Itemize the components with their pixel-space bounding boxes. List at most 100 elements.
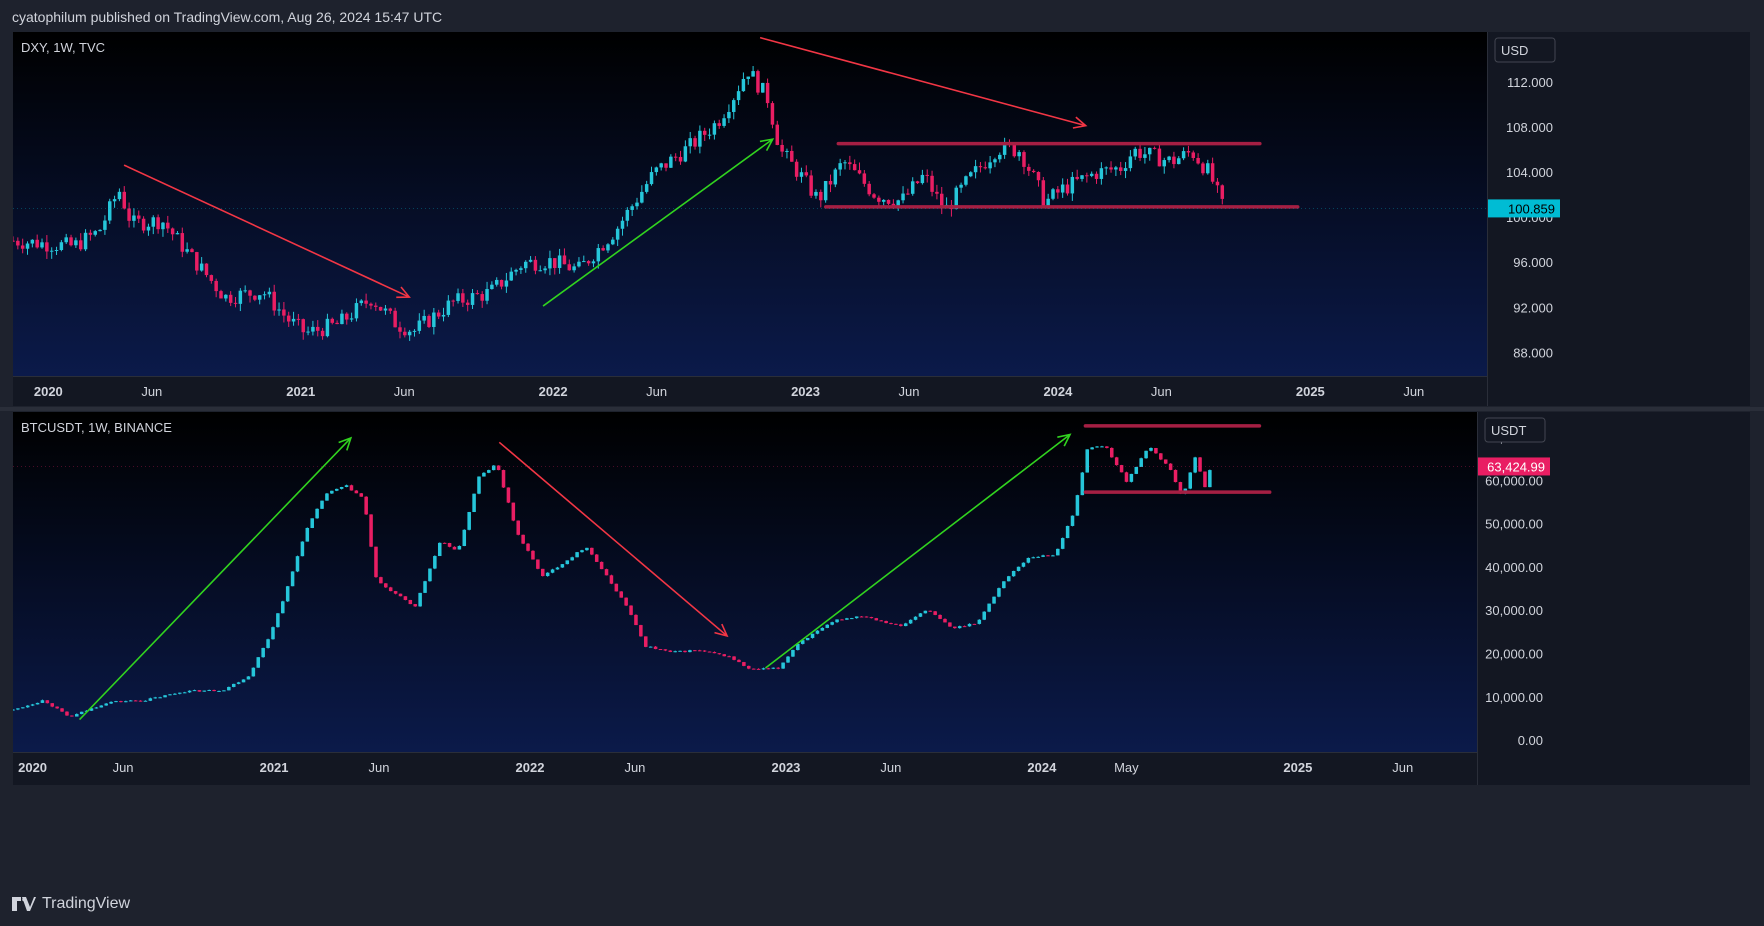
candle-body [104,703,108,706]
red-arrow-head [396,286,411,299]
btcusdt-chart[interactable]: 70,000.0060,000.0050,000.0040,000.0030,0… [13,412,1750,785]
candle-body [374,546,378,578]
candle-body [197,690,202,692]
candle-body [591,261,596,264]
candle-body [939,193,944,209]
candle-body [339,487,344,489]
candle-body [378,306,383,311]
candle-body [236,682,241,684]
candle-body [1060,538,1065,549]
candle-body [854,616,859,619]
candle-body [325,493,329,501]
candle-body [108,201,112,221]
candle-body [643,636,648,647]
pane-separator[interactable] [0,407,1764,411]
candle-body [747,665,751,669]
candle-body [634,614,638,626]
y-tick-label: 96.000 [1513,255,1553,270]
candle-body [918,613,923,617]
candles [13,66,1225,341]
candle-body [562,255,567,265]
plot-area [13,32,1487,376]
candle-body [935,191,939,194]
candle-body [224,294,228,299]
candle-body [272,291,276,311]
candle-body [413,604,417,607]
candle-body [117,191,122,200]
btcusdt-pane[interactable]: 70,000.0060,000.0050,000.0040,000.0030,0… [13,412,1750,785]
tradingview-footer[interactable]: TradingView [12,893,130,915]
candle-body [40,242,44,248]
candle-body [722,118,726,126]
candle-body [555,567,560,570]
candle-body [717,653,722,655]
candle-body [99,705,104,708]
candle-body [850,618,854,620]
candle-body [548,258,552,269]
candle-body [393,310,397,328]
candle-body [629,605,633,615]
candle-body [286,315,291,322]
candle-body [94,707,99,709]
candle-body [528,259,533,262]
x-tick-label: 2020 [18,760,47,775]
candle-body [678,650,682,652]
candle-body [349,485,354,491]
candle-body [925,174,929,176]
candle-body [565,560,570,565]
candle-body [480,294,484,301]
candle-body [506,487,511,503]
candle-body [166,222,170,229]
chart-title: BTCUSDT, 1W, BINANCE [21,420,172,435]
currency-button[interactable] [1484,417,1546,443]
tradingview-brand: TradingView [42,895,131,912]
candle-body [1193,457,1197,473]
candle-body [833,169,838,185]
candle-body [585,547,589,551]
candle-body [967,623,972,627]
dxy-pane[interactable]: 112.000 108.000 104.000 100.000 96.000 92.000… [13,32,1750,406]
candle-body [669,156,673,168]
x-tick-label: May [1114,760,1139,775]
candle-body [1085,449,1089,473]
candle-body [1172,156,1176,165]
candle-body [119,701,123,703]
candle-body [219,291,223,299]
candle-body [1162,160,1166,167]
candle-body [978,166,983,168]
candle-body [281,601,285,614]
x-tick-label: 2024 [1043,384,1073,399]
candle-body [345,313,349,320]
candle-body [659,163,663,168]
candle-body [648,646,653,648]
candle-body [838,163,842,170]
candle-body [800,640,805,644]
candle-body [316,326,320,331]
candle-body [514,269,518,272]
x-tick-label: Jun [624,760,645,775]
candle-body [536,559,540,569]
last-price-badge [1478,457,1550,476]
time-axis [13,752,1477,785]
candle-body [403,331,407,336]
candle-body [702,650,707,652]
y-tick-label: 88.000 [1513,345,1553,360]
candle-body [320,330,325,337]
candle-body [962,626,967,628]
candle-body [261,647,265,658]
candle-body [1139,458,1143,467]
candle-body [954,187,958,210]
candle-body [251,667,256,677]
candle-body [204,263,209,276]
y-tick-label: 20,000.00 [1485,647,1543,662]
candle-body [447,542,452,547]
candle-body [384,583,388,588]
candle-body [379,577,383,584]
currency-button[interactable] [1494,37,1556,63]
dxy-chart[interactable]: 112.000108.000104.000100.00096.00092.000… [13,32,1750,406]
candle-body [654,167,659,173]
candle-body [491,465,496,471]
candle-body [1031,170,1036,172]
candle-body [1203,471,1207,488]
candle-body [1196,157,1200,164]
